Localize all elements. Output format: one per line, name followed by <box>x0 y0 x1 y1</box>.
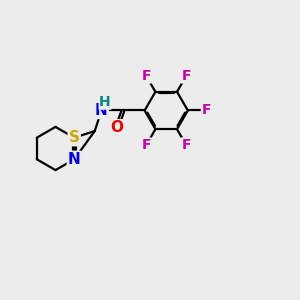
Text: F: F <box>141 68 151 83</box>
Text: S: S <box>69 130 80 145</box>
Text: H: H <box>99 95 111 109</box>
Text: N: N <box>68 152 81 167</box>
Text: N: N <box>95 103 108 118</box>
Text: F: F <box>141 138 151 152</box>
Text: F: F <box>182 138 191 152</box>
Text: O: O <box>110 120 123 135</box>
Text: F: F <box>182 68 191 83</box>
Text: F: F <box>202 103 211 118</box>
